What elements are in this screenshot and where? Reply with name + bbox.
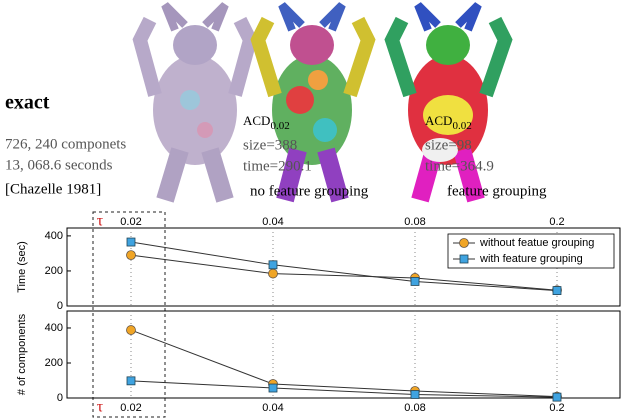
- y-axis-label: # of components: [16, 313, 28, 395]
- marker: [552, 392, 562, 402]
- method-subscript: 0.02: [270, 120, 289, 132]
- marker: [268, 268, 278, 279]
- plot-frame: [66, 310, 621, 399]
- x-tick-label: 0.08: [404, 216, 425, 228]
- y-tick-label: 400: [45, 322, 63, 334]
- legend-marker: [459, 238, 469, 248]
- model-grouping: [384, 2, 513, 203]
- highlight-box: [92, 211, 166, 418]
- citation: [Chazelle 1981]: [5, 181, 101, 197]
- caption: feature grouping: [447, 183, 547, 199]
- x-tick-label: 0.02: [120, 402, 141, 414]
- x-tick-label: 0.02: [120, 216, 141, 228]
- marker: [126, 325, 136, 335]
- method-subscript: 0.02: [452, 120, 471, 132]
- marker: [268, 383, 278, 393]
- marker: [410, 390, 420, 399]
- x-axis-label: τ: [97, 213, 104, 230]
- y-tick-label: 400: [45, 230, 63, 242]
- method-name: ACD: [243, 113, 270, 128]
- x-tick-label: 0.04: [262, 216, 283, 228]
- legend-label: with feature grouping: [479, 253, 583, 265]
- y-tick-label: 200: [45, 357, 63, 369]
- method: ACD0.02: [425, 113, 472, 132]
- panel-line: size=98: [425, 137, 472, 153]
- series-line: [130, 329, 558, 398]
- panel-line: time=364.9: [425, 158, 494, 174]
- panel-line: time=290.1: [243, 158, 312, 174]
- x-tick-label: 0.08: [404, 402, 425, 414]
- caption: no feature grouping: [250, 183, 369, 199]
- model-no-grouping: [250, 2, 376, 203]
- method-name: ACD: [425, 113, 452, 128]
- plot-frame: [66, 227, 621, 307]
- panel-line: 13, 068.6 seconds: [5, 157, 113, 173]
- legend-box: [447, 233, 615, 269]
- series-line: [130, 241, 558, 292]
- marker: [410, 277, 420, 286]
- x-axis-label: τ: [97, 399, 104, 416]
- x-tick-label: 0.04: [262, 402, 283, 414]
- y-tick-label: 0: [57, 392, 63, 404]
- y-axis-label: Time (sec): [16, 241, 28, 293]
- legend-label: without featue grouping: [479, 237, 594, 249]
- legend-marker: [459, 254, 469, 264]
- marker: [552, 286, 562, 295]
- panel-title: exact: [5, 92, 50, 114]
- method: ACD0.02: [243, 113, 290, 132]
- marker: [268, 260, 278, 270]
- y-tick-label: 0: [57, 300, 63, 312]
- model-exact: [132, 2, 258, 203]
- panel-line: size=388: [243, 137, 297, 153]
- marker: [126, 376, 136, 386]
- x-tick-label: 0.2: [549, 402, 564, 414]
- marker: [126, 250, 136, 261]
- marker: [126, 237, 136, 247]
- y-tick-label: 200: [45, 265, 63, 277]
- panel-line: 726, 240 componets: [5, 136, 126, 152]
- series-line: [130, 254, 558, 291]
- series-line: [130, 380, 558, 398]
- x-tick-label: 0.2: [549, 216, 564, 228]
